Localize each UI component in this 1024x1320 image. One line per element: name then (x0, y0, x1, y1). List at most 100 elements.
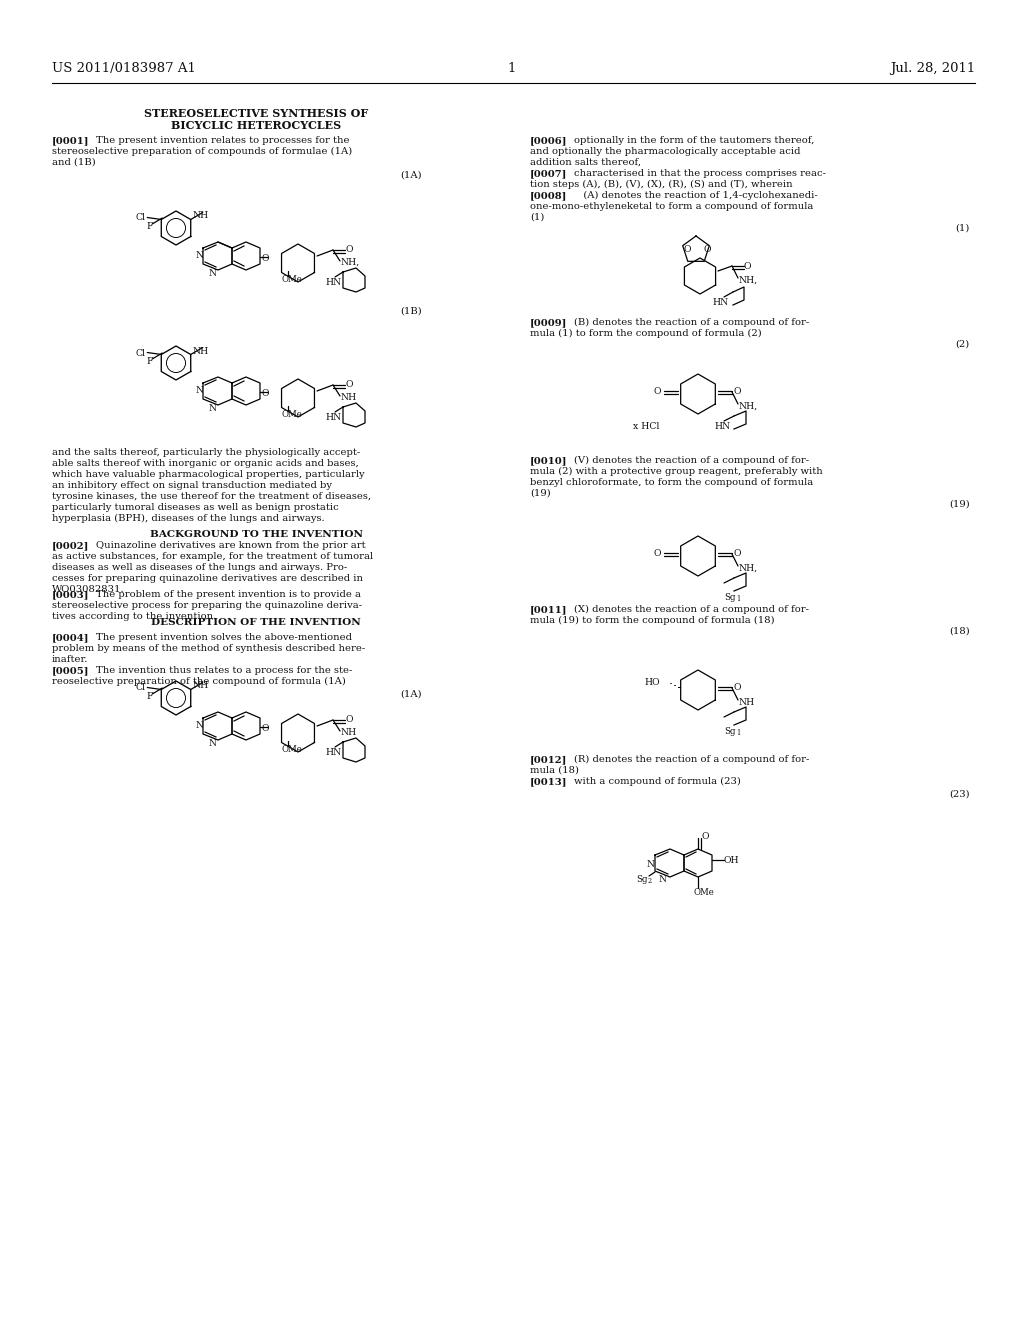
Text: (B) denotes the reaction of a compound of for-: (B) denotes the reaction of a compound o… (574, 318, 809, 327)
Text: [0012]: [0012] (530, 755, 567, 764)
Text: [0006]: [0006] (530, 136, 567, 145)
Text: NH: NH (193, 211, 209, 220)
Text: N: N (196, 385, 204, 395)
Text: (1B): (1B) (400, 308, 422, 315)
Text: N: N (209, 269, 217, 279)
Text: BACKGROUND TO THE INVENTION: BACKGROUND TO THE INVENTION (150, 531, 362, 539)
Text: HN: HN (325, 413, 341, 422)
Text: and the salts thereof, particularly the physiologically accept-: and the salts thereof, particularly the … (52, 447, 360, 457)
Text: 1: 1 (736, 595, 740, 603)
Text: The present invention solves the above-mentioned: The present invention solves the above-m… (96, 634, 352, 642)
Text: HN: HN (325, 748, 341, 756)
Text: NH: NH (193, 681, 209, 690)
Text: with a compound of formula (23): with a compound of formula (23) (574, 777, 741, 787)
Text: O: O (654, 387, 662, 396)
Text: Cl: Cl (135, 684, 145, 693)
Text: N: N (196, 721, 204, 730)
Text: BICYCLIC HETEROCYCLES: BICYCLIC HETEROCYCLES (171, 120, 341, 131)
Text: inafter.: inafter. (52, 655, 88, 664)
Text: The invention thus relates to a process for the ste-: The invention thus relates to a process … (96, 667, 352, 675)
Text: [0011]: [0011] (530, 605, 567, 614)
Text: Sg: Sg (724, 593, 735, 602)
Text: N: N (209, 404, 217, 413)
Text: US 2011/0183987 A1: US 2011/0183987 A1 (52, 62, 196, 75)
Text: [0004]: [0004] (52, 634, 89, 642)
Text: (1): (1) (530, 213, 545, 222)
Text: mula (1) to form the compound of formula (2): mula (1) to form the compound of formula… (530, 329, 762, 338)
Text: NH: NH (193, 346, 209, 355)
Text: Jul. 28, 2011: Jul. 28, 2011 (890, 62, 975, 75)
Text: NH,: NH, (739, 564, 758, 573)
Text: OMe: OMe (282, 411, 303, 418)
Text: [0009]: [0009] (530, 318, 567, 327)
Text: 1: 1 (736, 729, 740, 737)
Text: [0013]: [0013] (530, 777, 567, 785)
Text: O: O (733, 387, 740, 396)
Text: (X) denotes the reaction of a compound of for-: (X) denotes the reaction of a compound o… (574, 605, 809, 614)
Text: The problem of the present invention is to provide a: The problem of the present invention is … (96, 590, 361, 599)
Text: [0003]: [0003] (52, 590, 89, 599)
Text: (19): (19) (949, 500, 970, 510)
Text: N: N (196, 251, 204, 260)
Text: tives according to the invention.: tives according to the invention. (52, 612, 216, 620)
Text: NH: NH (341, 393, 357, 403)
Text: O: O (262, 723, 269, 733)
Text: HO: HO (644, 678, 659, 686)
Text: mula (18): mula (18) (530, 766, 579, 775)
Text: O: O (654, 549, 662, 558)
Text: NH,: NH, (739, 276, 758, 285)
Text: [0005]: [0005] (52, 667, 89, 675)
Text: OMe: OMe (282, 275, 303, 284)
Text: HN: HN (712, 298, 728, 308)
Text: O: O (705, 246, 712, 253)
Text: Cl: Cl (135, 348, 145, 358)
Text: The present invention relates to processes for the: The present invention relates to process… (96, 136, 349, 145)
Text: O: O (346, 246, 353, 253)
Text: [0010]: [0010] (530, 455, 567, 465)
Text: an inhibitory effect on signal transduction mediated by: an inhibitory effect on signal transduct… (52, 480, 332, 490)
Text: particularly tumoral diseases as well as benign prostatic: particularly tumoral diseases as well as… (52, 503, 339, 512)
Text: Sg: Sg (636, 875, 647, 884)
Text: O: O (733, 682, 740, 692)
Text: reoselective preparation of the compound of formula (1A): reoselective preparation of the compound… (52, 677, 346, 686)
Text: O: O (346, 715, 353, 723)
Text: OMe: OMe (694, 888, 715, 898)
Text: (19): (19) (530, 488, 551, 498)
Text: [0001]: [0001] (52, 136, 89, 145)
Text: NH,: NH, (341, 257, 360, 267)
Text: (23): (23) (949, 789, 970, 799)
Text: O: O (744, 261, 752, 271)
Text: and (1B): and (1B) (52, 158, 96, 168)
Text: O: O (702, 832, 710, 841)
Text: DESCRIPTION OF THE INVENTION: DESCRIPTION OF THE INVENTION (152, 618, 360, 627)
Text: F: F (146, 222, 153, 231)
Text: O: O (683, 246, 690, 253)
Text: addition salts thereof,: addition salts thereof, (530, 158, 641, 168)
Text: (A) denotes the reaction of 1,4-cyclohexanedi-: (A) denotes the reaction of 1,4-cyclohex… (574, 191, 818, 201)
Text: as active substances, for example, for the treatment of tumoral: as active substances, for example, for t… (52, 552, 373, 561)
Text: F: F (146, 692, 153, 701)
Text: NH,: NH, (739, 403, 758, 411)
Text: stereoselective process for preparing the quinazoline deriva-: stereoselective process for preparing th… (52, 601, 362, 610)
Text: O: O (346, 380, 353, 389)
Text: benzyl chloroformate, to form the compound of formula: benzyl chloroformate, to form the compou… (530, 478, 813, 487)
Text: (V) denotes the reaction of a compound of for-: (V) denotes the reaction of a compound o… (574, 455, 809, 465)
Text: [0008]: [0008] (530, 191, 567, 201)
Text: OH: OH (724, 855, 739, 865)
Text: Quinazoline derivatives are known from the prior art: Quinazoline derivatives are known from t… (96, 541, 366, 550)
Text: one-mono-ethyleneketal to form a compound of formula: one-mono-ethyleneketal to form a compoun… (530, 202, 813, 211)
Text: O: O (262, 389, 269, 399)
Text: (2): (2) (955, 341, 970, 348)
Text: (1A): (1A) (400, 172, 422, 180)
Text: F: F (146, 356, 153, 366)
Text: O: O (733, 549, 740, 558)
Text: (1A): (1A) (400, 690, 422, 700)
Text: mula (2) with a protective group reagent, preferably with: mula (2) with a protective group reagent… (530, 467, 822, 477)
Text: x HCl: x HCl (633, 422, 659, 432)
Text: N: N (647, 861, 655, 869)
Text: STEREOSELECTIVE SYNTHESIS OF: STEREOSELECTIVE SYNTHESIS OF (144, 108, 368, 119)
Text: [0002]: [0002] (52, 541, 89, 550)
Text: HN: HN (325, 279, 341, 286)
Text: problem by means of the method of synthesis described here-: problem by means of the method of synthe… (52, 644, 366, 653)
Text: which have valuable pharmacological properties, particularly: which have valuable pharmacological prop… (52, 470, 365, 479)
